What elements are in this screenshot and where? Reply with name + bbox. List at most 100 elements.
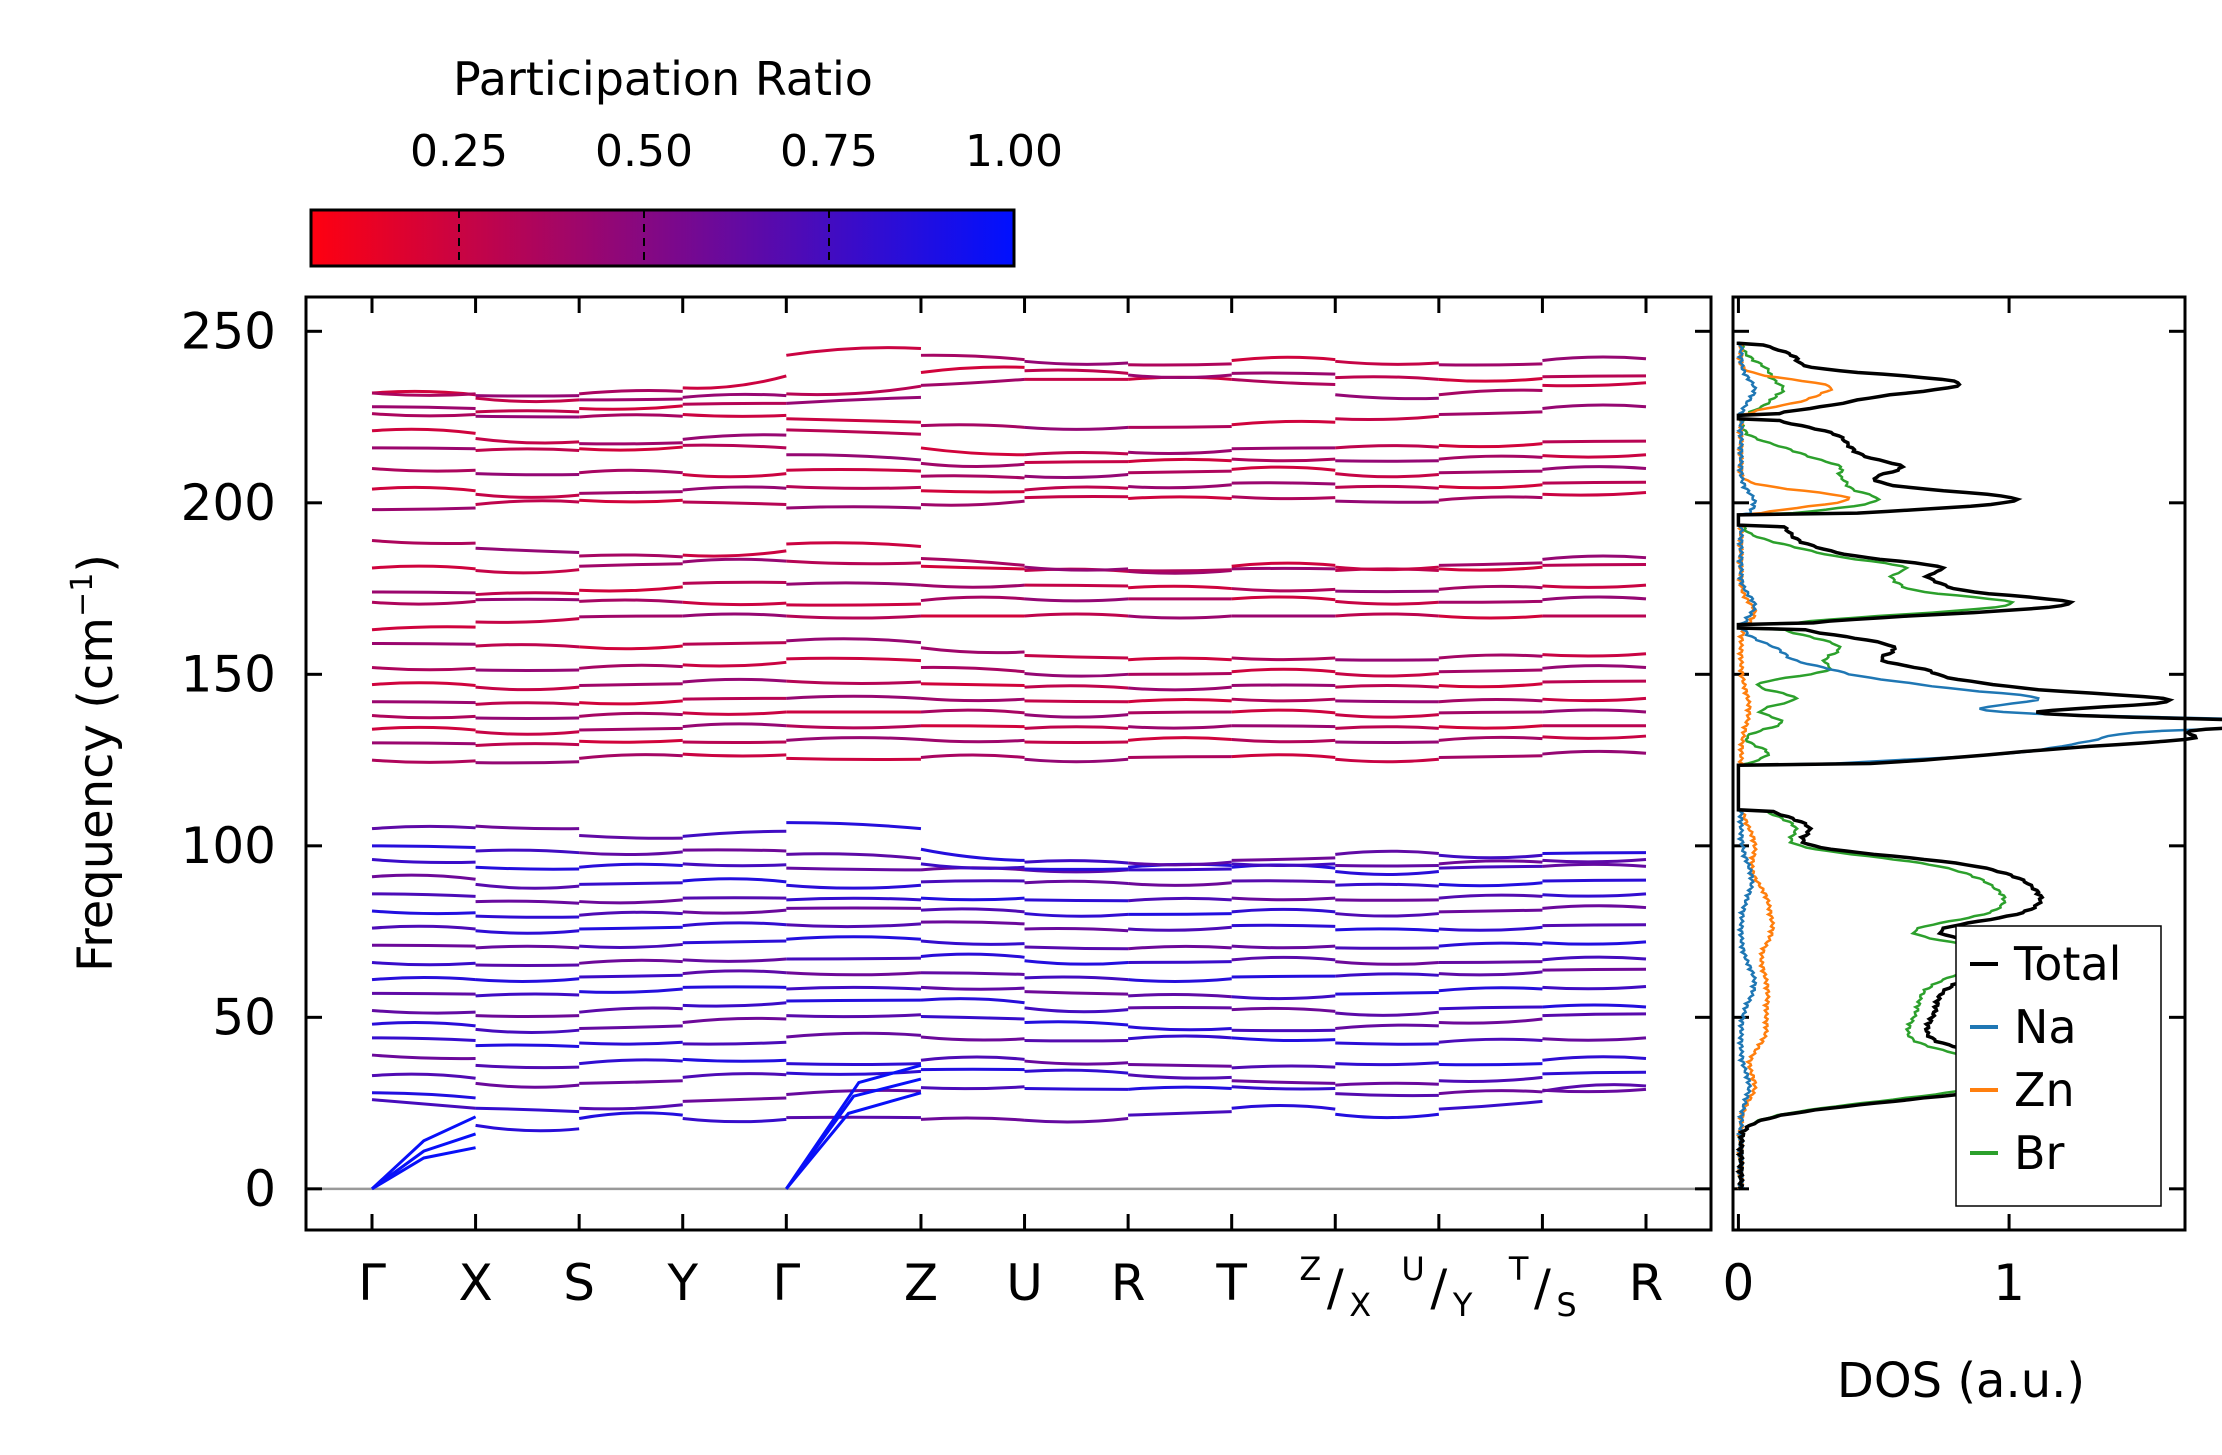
y-tick-label: 0 <box>244 1160 276 1218</box>
optical-branch-segment <box>1335 960 1439 966</box>
optical-branch-segment <box>920 724 1025 729</box>
optical-branch-segment <box>579 682 683 687</box>
optical-branch-segment <box>579 397 683 402</box>
optical-branch-segment <box>682 600 787 607</box>
optical-branch-segment <box>371 725 476 732</box>
optical-branch-segment <box>920 1014 1025 1021</box>
optical-branch-segment <box>371 1098 476 1110</box>
optical-branch-segment <box>1024 713 1129 719</box>
optical-branch-segment <box>1128 724 1232 730</box>
optical-branch-segment <box>786 468 922 473</box>
optical-branch-segment <box>1128 867 1232 872</box>
optical-branch-segment <box>371 858 476 865</box>
optical-branch-segment <box>682 939 787 945</box>
x-tick-pair-slash: / <box>1430 1259 1447 1317</box>
optical-branch-segment <box>1438 599 1543 604</box>
optical-branch-segment <box>1231 907 1336 914</box>
optical-branch-segment <box>1438 1005 1543 1011</box>
optical-branch-segment <box>1542 664 1647 670</box>
optical-branch-segment <box>1127 944 1232 951</box>
optical-branch-segment <box>1127 736 1232 742</box>
optical-branch-segment <box>1542 1087 1647 1094</box>
optical-branch-segment <box>1127 977 1232 983</box>
optical-branch-segment <box>1231 753 1336 759</box>
optical-branch-segment <box>1231 1036 1336 1043</box>
optical-branch-segment <box>1438 1017 1543 1025</box>
optical-branch-segment <box>371 391 476 397</box>
optical-branch-segment <box>1024 725 1129 730</box>
optical-branch-segment <box>1024 425 1129 431</box>
optical-branch-segment <box>920 952 1025 959</box>
optical-branch-segment <box>371 713 476 720</box>
optical-branch-segment <box>579 389 683 396</box>
optical-branch-segment <box>1438 908 1543 914</box>
optical-branch-segment <box>1438 710 1543 715</box>
optical-branch-segment <box>1438 1037 1543 1044</box>
optical-branch-segment <box>1128 992 1232 999</box>
optical-branch-segment <box>1231 667 1336 674</box>
colorbar: Participation Ratio 0.25 0.50 0.75 1.00 <box>309 52 1063 268</box>
optical-branch-segment <box>920 985 1025 991</box>
optical-branch-segment <box>682 433 787 441</box>
optical-branch-segment <box>1438 1099 1543 1111</box>
optical-branch-segment <box>371 446 476 451</box>
optical-branch-segment <box>1231 656 1336 662</box>
optical-branch-segment <box>371 824 476 831</box>
optical-branch-segment <box>371 427 476 435</box>
optical-branch-segment <box>786 998 921 1003</box>
optical-branch-segment <box>682 957 787 963</box>
dos-x-tick-label: 1 <box>1993 1254 2025 1312</box>
optical-branch-segment <box>1335 1092 1439 1098</box>
optical-branch-segment <box>682 752 787 758</box>
optical-branch-segment <box>475 882 580 890</box>
optical-branch-segment <box>475 396 580 404</box>
optical-branch-segment <box>1542 355 1647 362</box>
colorbar-tick-label: 0.50 <box>595 126 693 177</box>
optical-branch-segment <box>920 365 1025 374</box>
acoustic-branch <box>785 1063 922 1190</box>
optical-branch-segment <box>579 850 683 857</box>
optical-branch-segment <box>1542 1070 1647 1076</box>
optical-branch-segment <box>579 942 683 949</box>
optical-branch-segment <box>579 468 683 475</box>
optical-branch-segment <box>1024 359 1129 366</box>
optical-branch-segment <box>1542 1012 1647 1018</box>
optical-branch-segment <box>1335 414 1439 422</box>
optical-branch-segment <box>371 1021 476 1028</box>
optical-branch-segment <box>475 1123 580 1133</box>
optical-branch-segment <box>682 969 787 976</box>
optical-branch-segment <box>786 971 922 977</box>
optical-branch-segment <box>786 505 922 510</box>
optical-branch-segment <box>786 1069 922 1076</box>
optical-branch-segment <box>579 898 683 905</box>
optical-branch-segment <box>682 1072 787 1079</box>
optical-branch-segment <box>579 614 683 619</box>
optical-branch-segment <box>1024 473 1129 480</box>
optical-branch-segment <box>579 711 683 718</box>
optical-branch-segment <box>579 663 683 670</box>
optical-branch-segment <box>920 595 1025 603</box>
optical-branch-segment <box>475 865 580 871</box>
optical-branch-segment <box>1231 896 1336 902</box>
optical-branch-segment <box>920 474 1025 480</box>
optical-branch-segment <box>475 568 580 575</box>
optical-branch-segment <box>1128 960 1232 964</box>
optical-branch-segment <box>786 1031 922 1039</box>
optical-branch-segment <box>371 700 476 705</box>
optical-branch-segment <box>371 539 476 546</box>
optical-branch-segment <box>682 921 787 928</box>
optical-branch-segment <box>579 973 683 979</box>
optical-branch-segment <box>1127 860 1232 867</box>
optical-branch-segment <box>475 848 580 855</box>
x-tick-label: T <box>1215 1254 1247 1312</box>
optical-branch-segment <box>920 564 1025 571</box>
legend-frame <box>1955 925 2162 1207</box>
optical-branch-segment <box>1335 1041 1439 1046</box>
optical-branch-segment <box>786 417 921 424</box>
y-tick-label: 50 <box>212 988 276 1046</box>
optical-branch-segment <box>1335 444 1439 450</box>
optical-branch-segment <box>1335 849 1439 856</box>
optical-branch-segment <box>578 1111 683 1120</box>
optical-branch-segment <box>1024 653 1129 660</box>
